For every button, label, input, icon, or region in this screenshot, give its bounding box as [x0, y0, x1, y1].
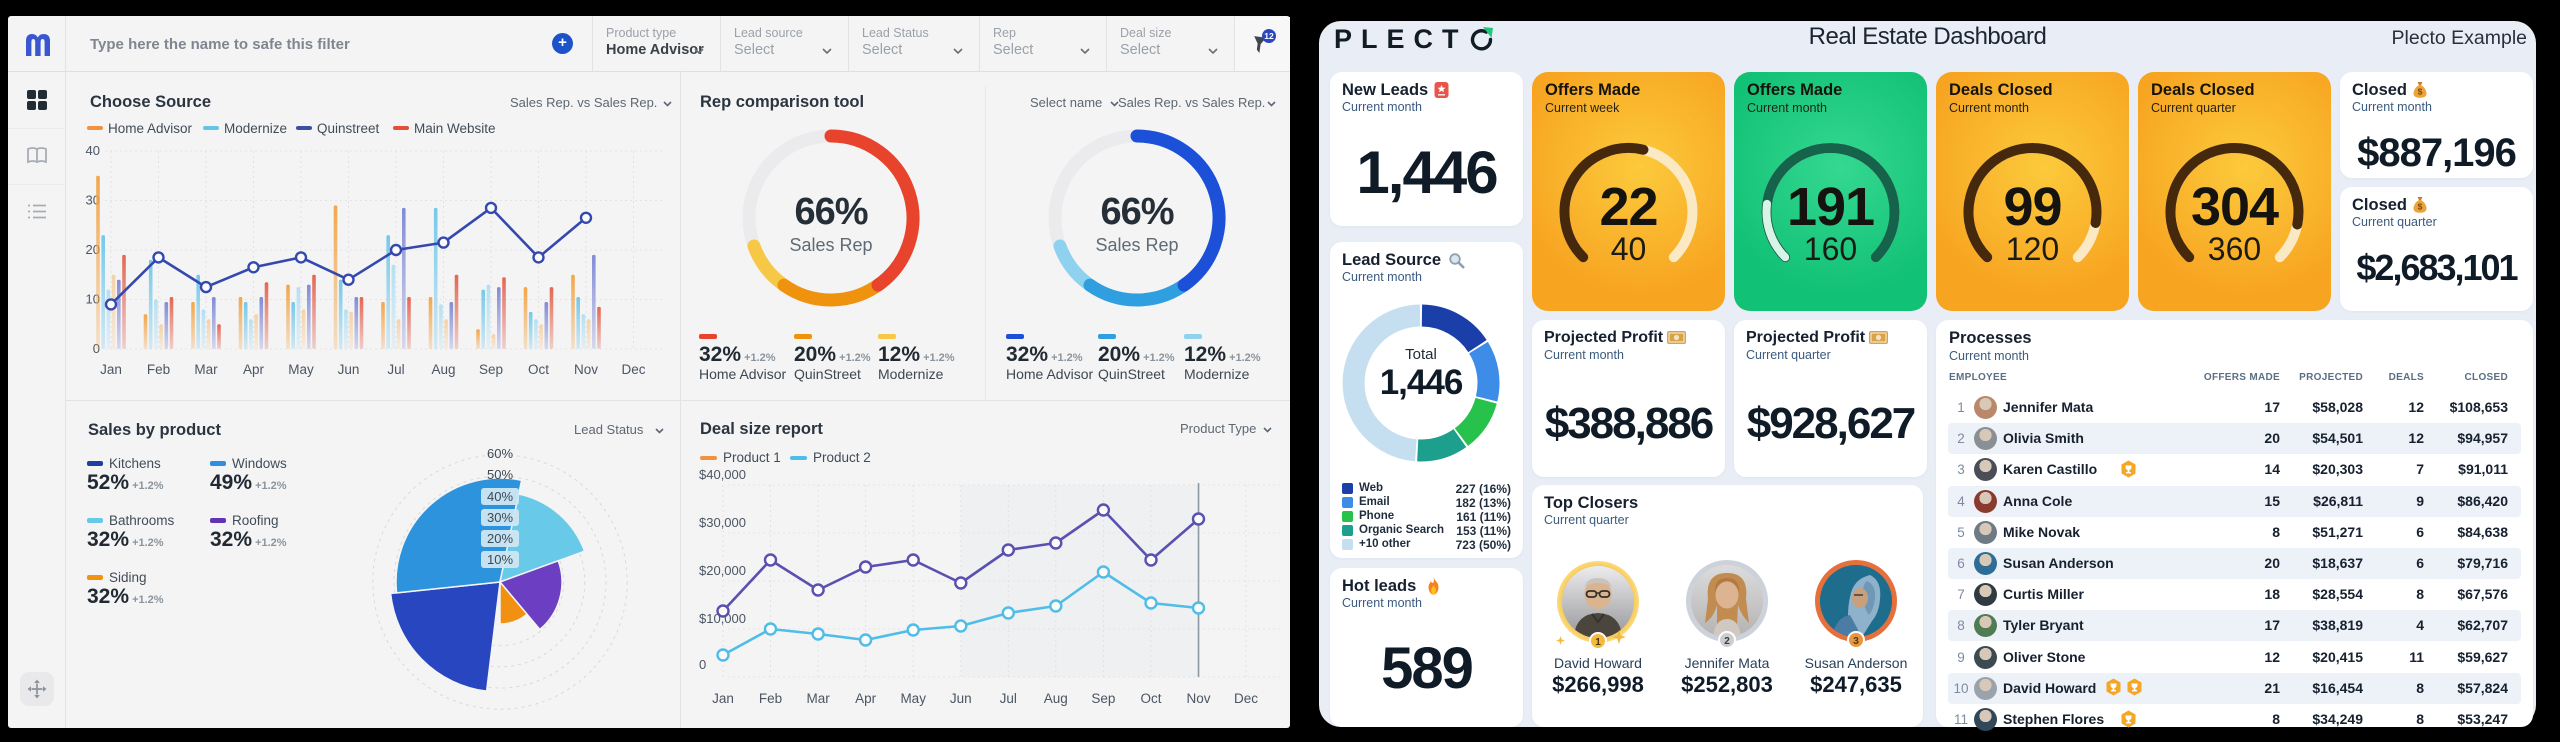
svg-text:Nov: Nov	[574, 362, 598, 377]
svg-text:Jun: Jun	[338, 362, 360, 377]
svg-text:Feb: Feb	[759, 691, 782, 706]
svg-text:Aug: Aug	[431, 362, 455, 377]
svg-text:May: May	[288, 362, 314, 377]
svg-text:$: $	[2418, 202, 2423, 212]
svg-text:$40,000: $40,000	[699, 467, 746, 482]
svg-text:0: 0	[93, 341, 100, 356]
svg-text:40%: 40%	[487, 489, 513, 504]
svg-text:40: 40	[86, 143, 100, 158]
svg-text:$10,000: $10,000	[699, 611, 746, 626]
svg-text:20%: 20%	[487, 531, 513, 546]
svg-text:50%: 50%	[487, 467, 513, 482]
svg-text:Nov: Nov	[1186, 691, 1210, 706]
svg-text:Feb: Feb	[147, 362, 170, 377]
svg-text:$: $	[2418, 87, 2423, 97]
svg-text:Mar: Mar	[194, 362, 218, 377]
svg-text:Apr: Apr	[855, 691, 877, 706]
svg-text:May: May	[900, 691, 926, 706]
svg-text:Jan: Jan	[712, 691, 734, 706]
svg-text:$20,000: $20,000	[699, 563, 746, 578]
svg-text:Dec: Dec	[621, 362, 645, 377]
svg-text:Jun: Jun	[950, 691, 972, 706]
svg-text:Oct: Oct	[528, 362, 549, 377]
svg-text:Dec: Dec	[1234, 691, 1258, 706]
svg-text:Mar: Mar	[806, 691, 830, 706]
svg-text:60%: 60%	[487, 446, 513, 461]
svg-text:Jan: Jan	[100, 362, 122, 377]
svg-text:Oct: Oct	[1140, 691, 1161, 706]
svg-text:Apr: Apr	[243, 362, 265, 377]
svg-text:Jul: Jul	[387, 362, 404, 377]
svg-text:30%: 30%	[487, 510, 513, 525]
svg-text:Jul: Jul	[1000, 691, 1017, 706]
svg-text:Sep: Sep	[1091, 691, 1115, 706]
svg-text:0: 0	[699, 657, 706, 672]
svg-text:Aug: Aug	[1044, 691, 1068, 706]
svg-text:Sep: Sep	[479, 362, 503, 377]
svg-text:10%: 10%	[487, 552, 513, 567]
svg-text:$30,000: $30,000	[699, 515, 746, 530]
